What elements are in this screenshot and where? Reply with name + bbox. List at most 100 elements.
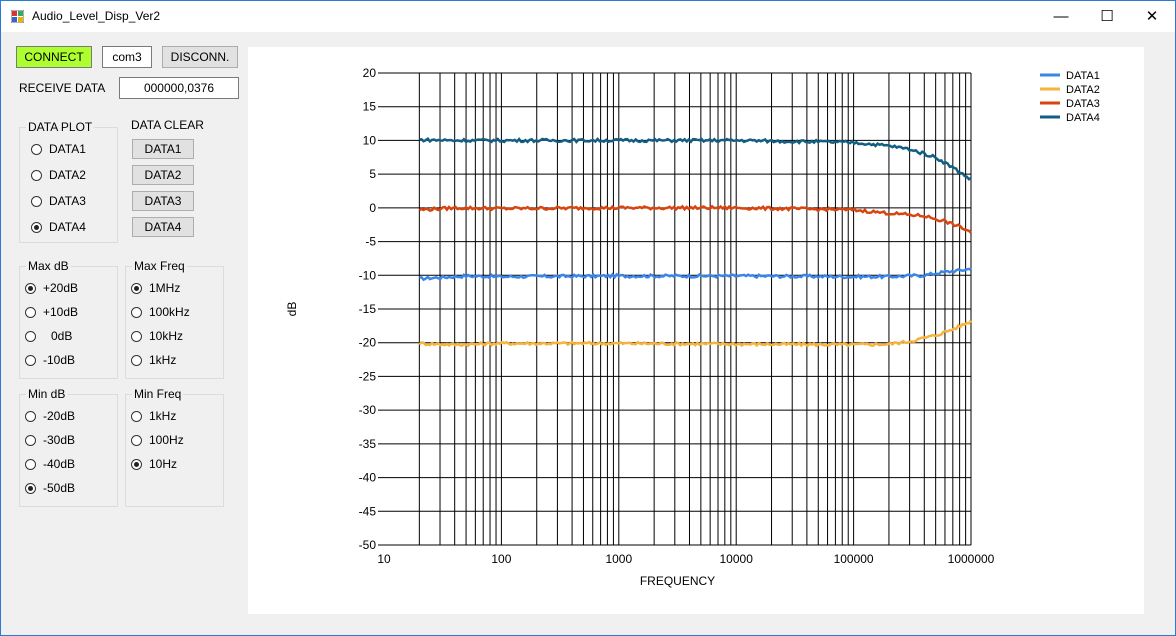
clear-data3-button[interactable]: DATA3 [132, 191, 194, 211]
max-db-option-label: -10dB [43, 353, 76, 367]
legend-label-data1: DATA1 [1066, 70, 1100, 82]
max-db-option-label: +20dB [43, 281, 79, 295]
minimize-icon[interactable]: — [1053, 7, 1069, 25]
maximize-icon[interactable]: ☐ [1100, 8, 1114, 25]
port-field[interactable]: com3 [102, 46, 152, 68]
min-db-option-label: -40dB [43, 457, 76, 471]
x-tick-label: 100000 [834, 552, 874, 566]
radio-button-icon[interactable] [131, 354, 142, 366]
clear-data4-button[interactable]: DATA4 [132, 217, 194, 237]
data-plot-title: DATA PLOT [26, 120, 95, 134]
max-freq-option-2[interactable]: 100kHz [131, 304, 190, 320]
min-db-title: Min dB [26, 387, 68, 401]
close-icon[interactable]: ✕ [1145, 8, 1159, 25]
min-freq-title: Min Freq [132, 387, 184, 401]
receive-data-label: RECEIVE DATA [19, 81, 106, 95]
max-freq-option-1[interactable]: 1MHz [131, 280, 180, 296]
legend-label-data3: DATA3 [1066, 98, 1100, 110]
receive-data-field[interactable]: 000000,0376 [119, 77, 239, 99]
max-freq-option-4[interactable]: 1kHz [131, 352, 176, 368]
y-tick-label: 20 [363, 66, 377, 80]
radio-button-icon[interactable] [25, 306, 36, 318]
y-axis-label: dB [285, 302, 299, 317]
clear-data2-button[interactable]: DATA2 [132, 165, 194, 185]
radio-button-icon[interactable] [25, 434, 36, 446]
series-line-data1 [419, 267, 972, 282]
data-plot-option-label: DATA3 [49, 194, 86, 208]
radio-button-icon[interactable] [31, 221, 42, 233]
y-tick-label: -35 [359, 437, 377, 451]
max-freq-option-label: 100kHz [149, 305, 190, 319]
app-icon [11, 10, 24, 23]
radio-button-icon[interactable] [131, 306, 142, 318]
min-freq-option-1[interactable]: 1kHz [131, 408, 176, 424]
max-db-option-label: 0dB [51, 329, 73, 343]
radio-button-icon[interactable] [25, 482, 36, 494]
series-line-data2 [418, 319, 973, 348]
radio-button-icon[interactable] [25, 410, 36, 422]
min-freq-option-3[interactable]: 10Hz [131, 456, 177, 472]
data-plot-option-label: DATA1 [49, 142, 86, 156]
radio-button-icon[interactable] [25, 458, 36, 470]
max-freq-title: Max Freq [132, 259, 187, 273]
radio-button-icon[interactable] [131, 330, 142, 342]
y-tick-label: -5 [365, 235, 376, 249]
min-freq-option-label: 1kHz [149, 409, 177, 423]
series-line-data4 [419, 136, 972, 181]
radio-button-icon[interactable] [131, 458, 142, 470]
radio-button-icon[interactable] [131, 282, 142, 294]
max-db-group: Max dB [19, 259, 118, 379]
max-db-option-3[interactable]: 0dB [25, 328, 72, 344]
max-db-option-label: +10dB [43, 305, 79, 319]
title-bar: Audio_Level_Disp_Ver2 — ☐ ✕ [1, 1, 1175, 32]
window-title: Audio_Level_Disp_Ver2 [32, 9, 161, 23]
max-db-title: Max dB [26, 259, 71, 273]
data-clear-title: DATA CLEAR [131, 118, 204, 132]
x-tick-label: 10 [377, 552, 391, 566]
min-freq-option-label: 10Hz [149, 457, 178, 471]
min-db-option-4[interactable]: -50dB [25, 480, 75, 496]
min-db-option-2[interactable]: -30dB [25, 432, 75, 448]
connect-button[interactable]: CONNECT [16, 46, 92, 68]
radio-button-icon[interactable] [25, 330, 36, 342]
radio-button-icon[interactable] [31, 195, 42, 207]
plot-panel: 20 15 10 5 0 -5 -10 -15 -20 -25 -30 -35 -40 -45 -50 10 1… [248, 47, 1144, 614]
data-plot-option-label: DATA2 [49, 168, 86, 182]
x-tick-label: 100 [491, 552, 511, 566]
max-freq-option-3[interactable]: 10kHz [131, 328, 183, 344]
data-plot-option-label: DATA4 [49, 220, 86, 234]
radio-button-icon[interactable] [131, 434, 142, 446]
radio-button-icon[interactable] [25, 354, 36, 366]
x-tick-label: 1000 [605, 552, 632, 566]
x-axis-label: FREQUENCY [640, 574, 715, 588]
min-db-option-3[interactable]: -40dB [25, 456, 75, 472]
max-db-option-2[interactable]: +10dB [25, 304, 78, 320]
max-db-option-1[interactable]: +20dB [25, 280, 78, 296]
max-freq-option-label: 10kHz [149, 329, 184, 343]
max-freq-group: Max Freq [125, 259, 224, 379]
min-freq-option-2[interactable]: 100Hz [131, 432, 184, 448]
radio-button-icon[interactable] [31, 143, 42, 155]
data-plot-option-2[interactable]: DATA2 [31, 167, 86, 183]
x-tick-label: 1000000 [948, 552, 995, 566]
radio-button-icon[interactable] [25, 282, 36, 294]
y-tick-label: -20 [359, 336, 377, 350]
min-freq-option-label: 100Hz [149, 433, 184, 447]
min-db-option-label: -20dB [43, 409, 76, 423]
min-db-option-1[interactable]: -20dB [25, 408, 75, 424]
y-tick-label: -10 [359, 268, 377, 282]
min-db-group: Min dB [19, 387, 118, 507]
data-plot-option-4[interactable]: DATA4 [31, 219, 86, 235]
clear-data1-button[interactable]: DATA1 [132, 139, 194, 159]
y-tick-label: 10 [363, 133, 377, 147]
data-plot-option-1[interactable]: DATA1 [31, 141, 86, 157]
max-freq-option-label: 1MHz [149, 281, 181, 295]
disconnect-button[interactable]: DISCONN. [162, 46, 238, 68]
radio-button-icon[interactable] [31, 169, 42, 181]
y-tick-label: -50 [359, 538, 377, 552]
min-freq-group: Min Freq [125, 387, 224, 507]
data-plot-option-3[interactable]: DATA3 [31, 193, 86, 209]
radio-button-icon[interactable] [131, 410, 142, 422]
max-db-option-4[interactable]: -10dB [25, 352, 75, 368]
